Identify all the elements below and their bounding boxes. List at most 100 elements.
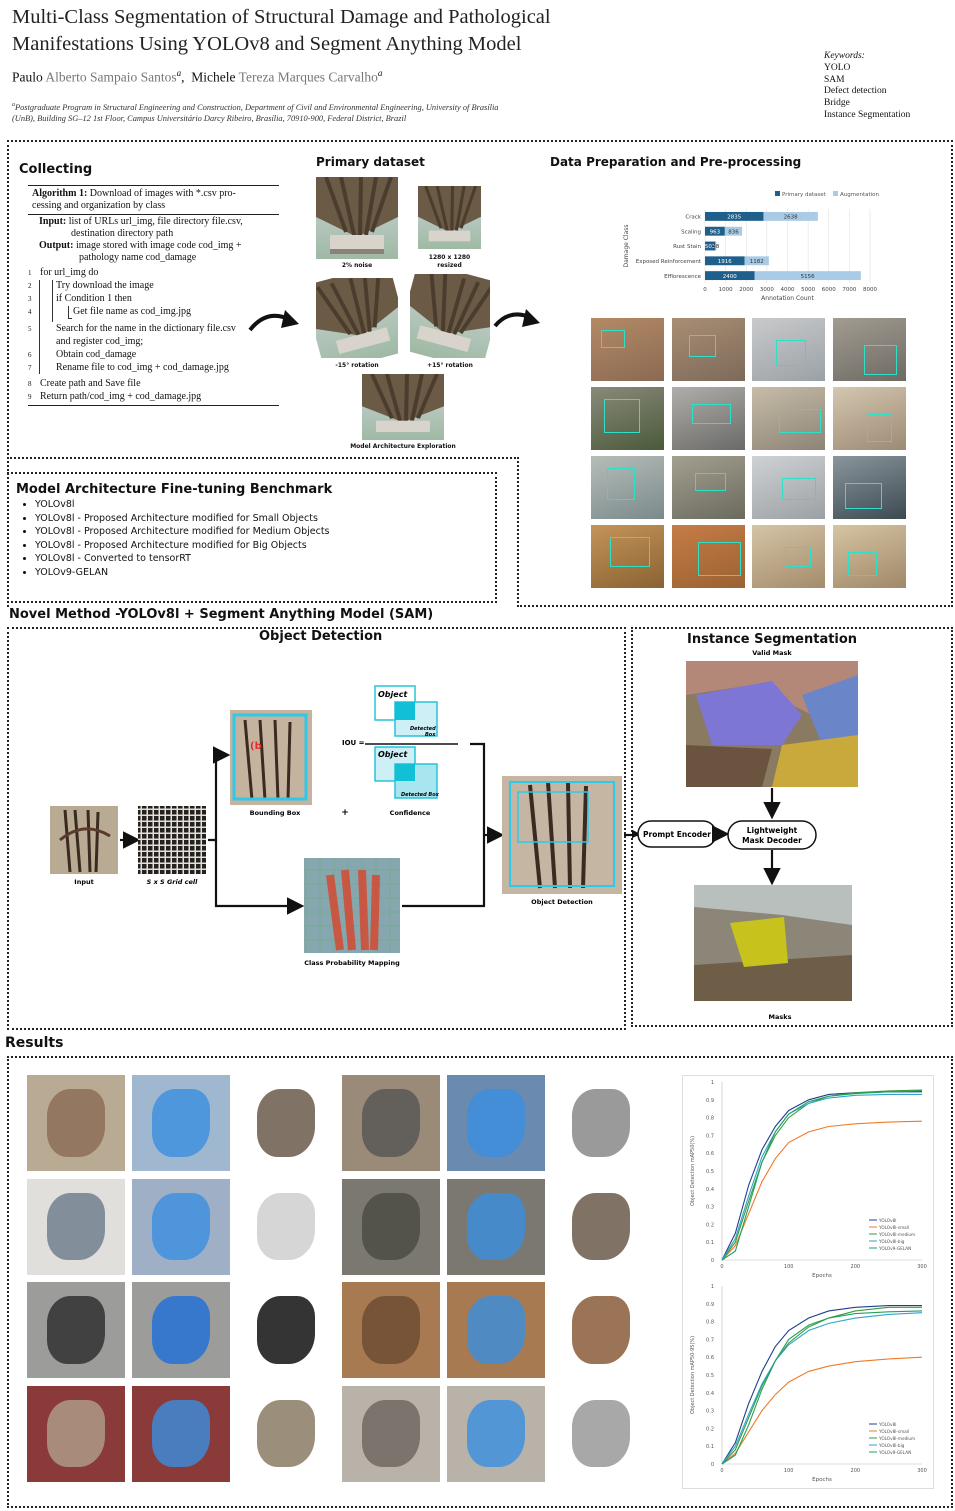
- result-image: [27, 1075, 125, 1171]
- detection-box: [601, 330, 625, 348]
- segmentation-mask: [151, 1296, 211, 1364]
- result-image: [132, 1178, 230, 1275]
- affiliation: aPostgraduate Program in Structural Engi…: [12, 100, 498, 125]
- algorithm-box: Algorithm 1: Download of images with *.c…: [28, 185, 279, 407]
- segmented-cutout: [571, 1192, 631, 1261]
- svg-text:Object: Object: [378, 750, 408, 759]
- damage-photo: [591, 525, 664, 588]
- title-line-2: Manifestations Using YOLOv8 and Segment …: [12, 33, 522, 55]
- bar-segment: [705, 211, 764, 221]
- masks-label: Masks: [769, 1013, 792, 1021]
- bar-segment: [705, 226, 725, 236]
- authors: Paulo Alberto Sampaio Santosa, Michele T…: [12, 68, 383, 85]
- result-image: [237, 1282, 335, 1378]
- grid-cells-image: [138, 806, 206, 874]
- author-2-rest: Tereza Marques Carvalho: [238, 69, 378, 85]
- damage-photo: [832, 525, 906, 588]
- algo-indent-bar: [68, 306, 72, 319]
- damage-photo: [752, 387, 825, 450]
- segmentation-mask: [361, 1296, 421, 1364]
- top-vertical-divider: [517, 457, 519, 607]
- tick-label: 0: [720, 1468, 723, 1474]
- detection-box: [694, 473, 726, 491]
- algo-rule-top: [28, 185, 279, 186]
- series-line: [721, 1306, 922, 1465]
- algo-output-text-2: pathology name cod_damage: [79, 252, 197, 263]
- algo-steps: 1 for url_img do 2 Try download the image …: [28, 267, 236, 402]
- result-image: [552, 1385, 650, 1482]
- data-label: 1182: [750, 259, 764, 265]
- tick-label: 0.7: [706, 1337, 714, 1343]
- tick-label: 0.5: [706, 1169, 714, 1175]
- x-axis-label: Epochs: [812, 1477, 832, 1483]
- prompt-encoder-label: Prompt Encoder: [643, 830, 711, 839]
- algo-heading-text-2: cessing and organization by class: [32, 200, 166, 211]
- class-probability-image: [304, 858, 400, 953]
- data-label: 2835: [727, 215, 741, 221]
- legend-swatch: [775, 191, 780, 196]
- benchmark-item: YOLOv9-GELAN: [35, 566, 330, 580]
- algo-input-label: Input:: [39, 216, 67, 227]
- detection-box: [785, 547, 811, 567]
- damage-photo: [752, 318, 825, 381]
- result-image: [27, 1282, 125, 1378]
- segmentation-mask: [151, 1399, 211, 1468]
- tick-label: 0.4: [706, 1187, 714, 1193]
- caption-plus-rotation: +15° rotation: [427, 362, 473, 369]
- detection-box: [847, 552, 877, 576]
- tick-label: 0.1: [706, 1444, 714, 1450]
- tick-label: 0.7: [706, 1133, 714, 1139]
- keyword: Bridge: [824, 98, 850, 109]
- data-prep-title: Data Preparation and Pre-processing: [550, 155, 802, 169]
- map50-line-chart: 0 0.1 0.2 0.3 0.4 0.5 0.6 0.7 0.8 0.9 1 0 100 200 300 Y…: [690, 1080, 927, 1279]
- y-axis-label: Object Detection mAP50-95(%): [690, 1336, 696, 1414]
- keyword: SAM: [824, 74, 845, 85]
- algo-heading-text-1: Download of images with *.csv pro-: [87, 188, 236, 199]
- novel-method-title: Novel Method -YOLOv8l + Segment Anything…: [9, 607, 434, 622]
- bar-segment: [763, 211, 818, 221]
- curved-arrow-icon: [248, 310, 299, 332]
- tick-label: 1000: [719, 287, 733, 293]
- bridge-underside-image: [316, 278, 398, 358]
- data-label: 836: [728, 229, 739, 235]
- caption-minus-rotation: -15° rotation: [335, 362, 379, 369]
- damage-photo: [671, 318, 745, 381]
- collecting-title: Collecting: [19, 162, 93, 177]
- caption-architecture: Model Architecture Exploration: [350, 443, 456, 450]
- detection-box: [866, 414, 892, 442]
- tick-label: 300: [917, 1264, 927, 1270]
- author-1-first: Paulo: [12, 69, 43, 85]
- segmentation-mask: [361, 1192, 421, 1261]
- category-label: Scaling: [681, 229, 701, 235]
- segmented-cutout: [256, 1296, 316, 1364]
- segmentation-mask: [46, 1296, 106, 1364]
- result-image: [237, 1385, 335, 1482]
- affiliation-line-1: Postgraduate Program in Structural Engin…: [15, 102, 499, 112]
- input-image: [50, 806, 118, 874]
- tick-label: 0.4: [706, 1391, 714, 1397]
- tick-label: 0.2: [706, 1426, 714, 1432]
- keywords-label: Keywords:: [824, 51, 865, 61]
- tick-label: 200: [851, 1468, 861, 1474]
- detection-box: [604, 399, 640, 433]
- detection-box: [697, 542, 741, 576]
- tick-label: 0: [703, 287, 707, 293]
- segmentation-mask: [151, 1089, 211, 1157]
- object-detection-title: Object Detection: [259, 629, 383, 644]
- results-box: [7, 1056, 953, 1508]
- bridge-underside-image: [418, 186, 481, 249]
- segmentation-mask: [46, 1192, 106, 1261]
- keyword: Defect detection: [824, 86, 887, 97]
- algo-input-text-2: destination directory path: [71, 228, 174, 239]
- legend-label: YOLOv8l: [878, 1218, 896, 1223]
- legend-label: Primary dataset: [782, 192, 827, 198]
- series-line: [721, 1310, 923, 1465]
- bounding-box-label: Bounding Box: [250, 809, 302, 817]
- algo-output-label: Output:: [39, 240, 74, 251]
- bar-segment: [705, 256, 745, 266]
- result-image: [342, 1075, 440, 1171]
- segmented-cutout: [571, 1399, 631, 1468]
- top-left-divider: [7, 457, 519, 459]
- result-image: [132, 1075, 230, 1171]
- tick-label: 0.1: [706, 1240, 714, 1246]
